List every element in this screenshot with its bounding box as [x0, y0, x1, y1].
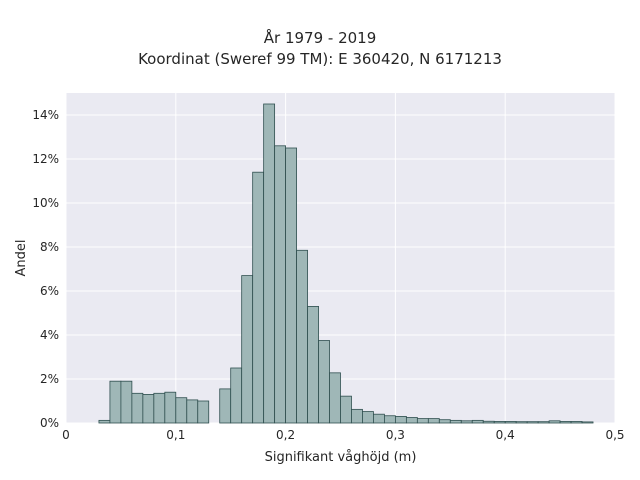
histogram-bar — [482, 420, 495, 424]
histogram-bar — [285, 147, 297, 424]
y-tick-label: 12% — [32, 152, 59, 166]
histogram-bar — [427, 418, 440, 424]
histogram-bar — [471, 419, 484, 424]
y-axis-ticks: 0% 2% 4% 6% 8% 10% 12% 14% — [32, 108, 59, 430]
y-tick-label: 8% — [40, 240, 59, 254]
histogram-bar — [98, 419, 111, 424]
histogram-bar — [373, 413, 385, 424]
histogram-bar — [394, 415, 407, 424]
histogram-bar — [131, 392, 144, 424]
histogram-bar — [548, 420, 561, 424]
histogram-bar — [460, 420, 473, 424]
histogram-bar — [296, 249, 308, 424]
histogram-bar — [175, 397, 188, 424]
histogram-bar — [581, 421, 594, 424]
x-tick-label: 0,4 — [496, 428, 515, 442]
histogram-bar — [515, 421, 528, 424]
y-tick-label: 2% — [40, 372, 59, 386]
x-axis-label: Signifikant våghöjd (m) — [265, 450, 417, 465]
histogram-bar — [142, 393, 155, 424]
histogram-bar — [351, 408, 363, 424]
histogram-bar — [197, 400, 210, 424]
y-tick-label: 10% — [32, 196, 59, 210]
histogram-bar — [449, 419, 462, 424]
histogram-bars — [98, 103, 594, 424]
y-tick-label: 6% — [40, 284, 59, 298]
histogram-bar — [340, 395, 352, 424]
histogram-bar — [186, 399, 199, 424]
histogram-bar — [318, 340, 330, 424]
histogram-bar — [537, 421, 550, 424]
histogram-bar — [263, 103, 276, 424]
x-tick-label: 0,3 — [386, 428, 405, 442]
x-tick-label: 0,1 — [166, 428, 185, 442]
histogram-bar — [164, 391, 177, 424]
histogram-bar — [416, 418, 429, 424]
histogram-bar — [329, 372, 341, 424]
x-tick-label: 0,2 — [276, 428, 295, 442]
histogram-bar — [274, 145, 286, 424]
histogram-bar — [362, 411, 374, 424]
histogram-bar — [307, 305, 319, 424]
histogram-bar — [230, 367, 243, 424]
histogram-bar — [570, 421, 583, 424]
x-tick-label: 0,5 — [605, 428, 624, 442]
chart-subtitle: Koordinat (Sweref 99 TM): E 360420, N 61… — [138, 50, 502, 68]
histogram-bar — [405, 417, 418, 424]
histogram-bar — [109, 380, 122, 424]
histogram-bar — [241, 275, 254, 424]
histogram-bar — [219, 388, 232, 424]
histogram-bar — [526, 421, 539, 424]
x-axis-ticks: 0 0,1 0,2 0,3 0,4 0,5 — [62, 428, 624, 442]
y-tick-label: 0% — [40, 416, 59, 430]
histogram-bar — [438, 419, 451, 424]
histogram-bar — [120, 380, 133, 424]
plot-area — [66, 93, 615, 423]
y-tick-label: 4% — [40, 328, 59, 342]
y-axis-label: Andel — [14, 240, 29, 277]
x-tick-label: 0 — [62, 428, 70, 442]
histogram-bar — [504, 421, 517, 424]
histogram-bar — [153, 392, 166, 424]
y-tick-label: 14% — [32, 108, 59, 122]
histogram-bar — [559, 421, 572, 424]
histogram-bar — [252, 171, 265, 424]
histogram-bar — [384, 415, 396, 424]
chart-title: År 1979 - 2019 — [263, 29, 377, 47]
histogram-bar — [493, 421, 506, 424]
